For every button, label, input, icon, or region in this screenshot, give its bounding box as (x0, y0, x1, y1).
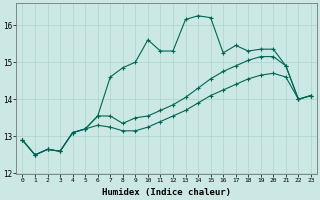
X-axis label: Humidex (Indice chaleur): Humidex (Indice chaleur) (102, 188, 231, 197)
